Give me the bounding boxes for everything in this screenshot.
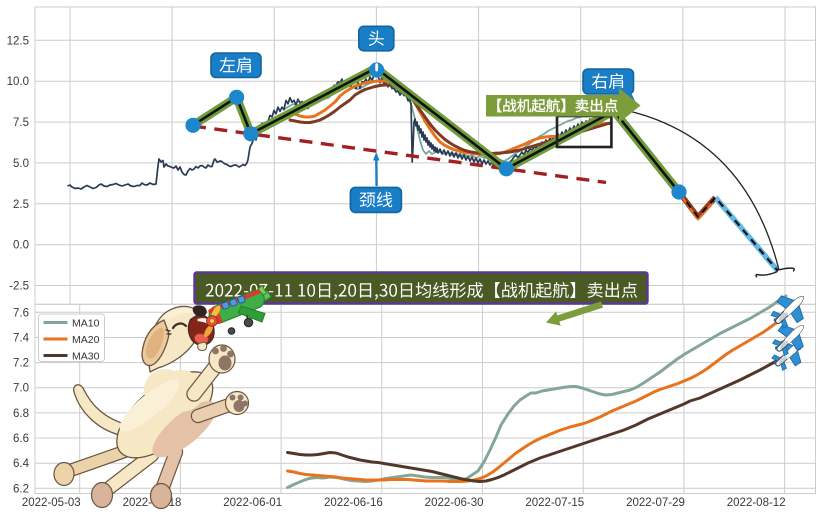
svg-text:2022-06-30: 2022-06-30: [425, 497, 484, 509]
svg-text:2.5: 2.5: [13, 199, 29, 211]
svg-text:MA10: MA10: [72, 317, 100, 329]
svg-text:2022-08-12: 2022-08-12: [727, 497, 786, 509]
svg-text:2022-06-01: 2022-06-01: [223, 497, 282, 509]
svg-text:12.5: 12.5: [7, 35, 29, 47]
svg-text:MA30: MA30: [72, 350, 100, 362]
svg-text:10.0: 10.0: [7, 76, 29, 88]
svg-text:0.0: 0.0: [13, 240, 29, 252]
svg-text:2022-07-15: 2022-07-15: [525, 497, 584, 509]
svg-text:2022-06-16: 2022-06-16: [324, 497, 383, 509]
svg-text:6.2: 6.2: [13, 483, 29, 495]
svg-text:7.2: 7.2: [13, 358, 29, 370]
svg-text:7.6: 7.6: [13, 307, 29, 319]
svg-text:7.4: 7.4: [13, 333, 30, 345]
svg-text:2022-05-03: 2022-05-03: [22, 497, 81, 509]
svg-text:2022-07-29: 2022-07-29: [626, 497, 685, 509]
svg-text:7.0: 7.0: [13, 383, 29, 395]
svg-text:6.6: 6.6: [13, 433, 29, 445]
svg-text:6.4: 6.4: [13, 458, 30, 470]
svg-text:MA20: MA20: [72, 334, 100, 346]
svg-text:-2.5: -2.5: [9, 281, 29, 293]
svg-text:5.0: 5.0: [13, 158, 29, 170]
svg-text:7.5: 7.5: [13, 117, 29, 129]
svg-text:6.8: 6.8: [13, 408, 29, 420]
